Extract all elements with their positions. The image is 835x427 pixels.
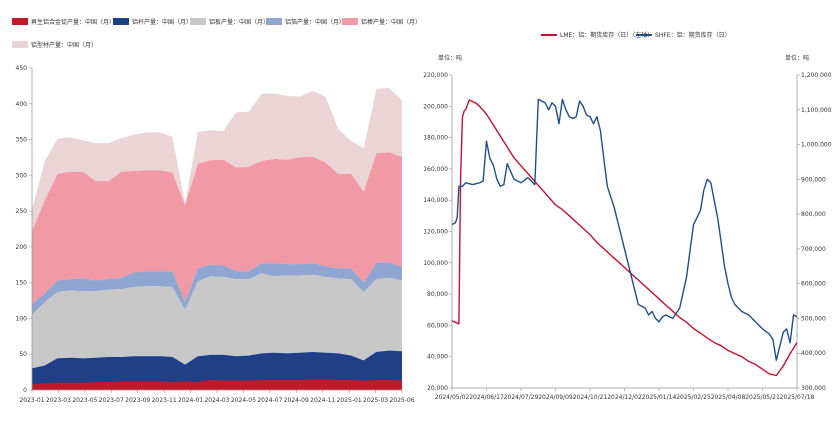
legend-label: 铝杆产量：中国（月） (132, 18, 192, 26)
area-series (32, 273, 402, 370)
x-tick-label: 2024/12/02 (607, 394, 642, 401)
y-left-tick-label: 20,000 (427, 385, 448, 392)
y-left-tick-label: 200,000 (423, 103, 448, 110)
y-right-tick-label: 1,000,000 (801, 142, 832, 149)
x-tick-label: 2024/09/09 (538, 394, 573, 401)
area-series (32, 88, 402, 232)
y-right-tick-label: 800,000 (801, 211, 826, 218)
area-series (32, 262, 402, 315)
x-tick-label: 2024-11 (310, 397, 335, 404)
y-tick-label: 300 (16, 172, 28, 179)
left-stacked-area-chart: 再生铝合金锭产量：中国（月） 铝杆产量：中国（月） 铝板产量：中国（月） 铝箔产量：中… (12, 18, 421, 404)
x-tick-label: 2023-07 (99, 397, 124, 404)
x-tick-label: 2023-03 (46, 397, 71, 404)
x-tick-label: 2023-09 (125, 397, 150, 404)
y-right-tick-label: 900,000 (801, 176, 826, 183)
x-tick-label: 2025/04/08 (711, 394, 746, 401)
x-tick-label: 2025/07/18 (780, 394, 815, 401)
y-left-tick-label: 100,000 (423, 260, 448, 267)
y-left-tick-label: 220,000 (423, 72, 448, 79)
legend-swatch (342, 18, 358, 25)
y-right-tick-label: 400,000 (801, 350, 826, 357)
right-line-chart: LME：铝：期货库存（日）（左轴） SHFE：铝：期货库存（日） 单位：吨 单位：吨 2… (423, 31, 832, 401)
legend-swatch (266, 18, 282, 25)
y-tick-label: 150 (16, 280, 28, 287)
y-left-tick-label: 180,000 (423, 135, 448, 142)
y-tick-label: 200 (16, 244, 28, 251)
legend-label: 铝棒产量：中国（月） (361, 18, 421, 26)
x-tick-label: 2024-03 (204, 397, 229, 404)
y-tick-label: 450 (16, 65, 28, 72)
y-left-tick-label: 140,000 (423, 197, 448, 204)
y-left-tick-label: 120,000 (423, 229, 448, 236)
y-left-tick-label: 40,000 (427, 354, 448, 361)
legend-label: SHFE：铝：期货库存（日） (655, 31, 731, 39)
line-series (451, 98, 798, 361)
y-right-tick-label: 700,000 (801, 246, 826, 253)
x-tick-label: 2024-09 (284, 397, 309, 404)
area-series-edge (31, 350, 403, 370)
x-tick-label: 2025/02/25 (676, 394, 711, 401)
legend-swatch (12, 18, 28, 25)
x-tick-label: 2025-01 (337, 397, 362, 404)
y-right-tick-label: 600,000 (801, 281, 826, 288)
legend-label: LME：铝：期货库存（日）（左轴） (560, 31, 653, 39)
y-tick-label: 350 (16, 137, 28, 144)
y-tick-label: 250 (16, 208, 28, 215)
area-series (32, 152, 402, 305)
x-tick-label: 2025-06 (389, 397, 414, 404)
x-tick-label: 2025/01/14 (642, 394, 677, 401)
x-tick-label: 2024/10/21 (573, 394, 608, 401)
y-right-tick-label: 300,000 (801, 385, 826, 392)
y-tick-label: 100 (16, 315, 28, 322)
legend-swatch (190, 18, 206, 25)
x-tick-label: 2024-01 (178, 397, 203, 404)
y-left-tick-label: 160,000 (423, 166, 448, 173)
x-tick-label: 2025-03 (363, 397, 388, 404)
legend-swatch (12, 41, 28, 48)
x-tick-label: 2024-05 (231, 397, 256, 404)
area-series-edge (31, 379, 403, 386)
area-series (32, 351, 402, 385)
x-tick-label: 2024/06/17 (469, 394, 504, 401)
y-tick-label: 50 (19, 351, 27, 358)
x-tick-label: 2024-07 (257, 397, 282, 404)
y-right-tick-label: 1,200,000 (801, 72, 832, 79)
legend-label: 铝型材产量：中国（月） (31, 41, 97, 49)
y-axis-right-title: 单位：吨 (785, 54, 809, 62)
line-series (451, 99, 798, 377)
legend-label: 再生铝合金锭产量：中国（月） (31, 18, 115, 26)
x-tick-label: 2024/07/29 (504, 394, 539, 401)
y-tick-label: 400 (16, 101, 28, 108)
legend-label: 铝箔产量：中国（月） (285, 18, 345, 26)
x-tick-label: 2023-01 (19, 397, 44, 404)
x-tick-label: 2025/05/21 (745, 394, 780, 401)
y-left-tick-label: 60,000 (427, 322, 448, 329)
legend-swatch (113, 18, 129, 25)
y-right-tick-label: 500,000 (801, 315, 826, 322)
y-left-tick-label: 80,000 (427, 291, 448, 298)
y-right-tick-label: 1,100,000 (801, 107, 832, 114)
x-tick-label: 2023-05 (72, 397, 97, 404)
legend-label: 铝板产量：中国（月） (209, 18, 269, 26)
y-tick-label: 0 (23, 387, 27, 394)
x-tick-label: 2023-11 (152, 397, 177, 404)
y-axis-left-title: 单位：吨 (438, 54, 462, 62)
x-tick-label: 2024/05/02 (435, 394, 470, 401)
